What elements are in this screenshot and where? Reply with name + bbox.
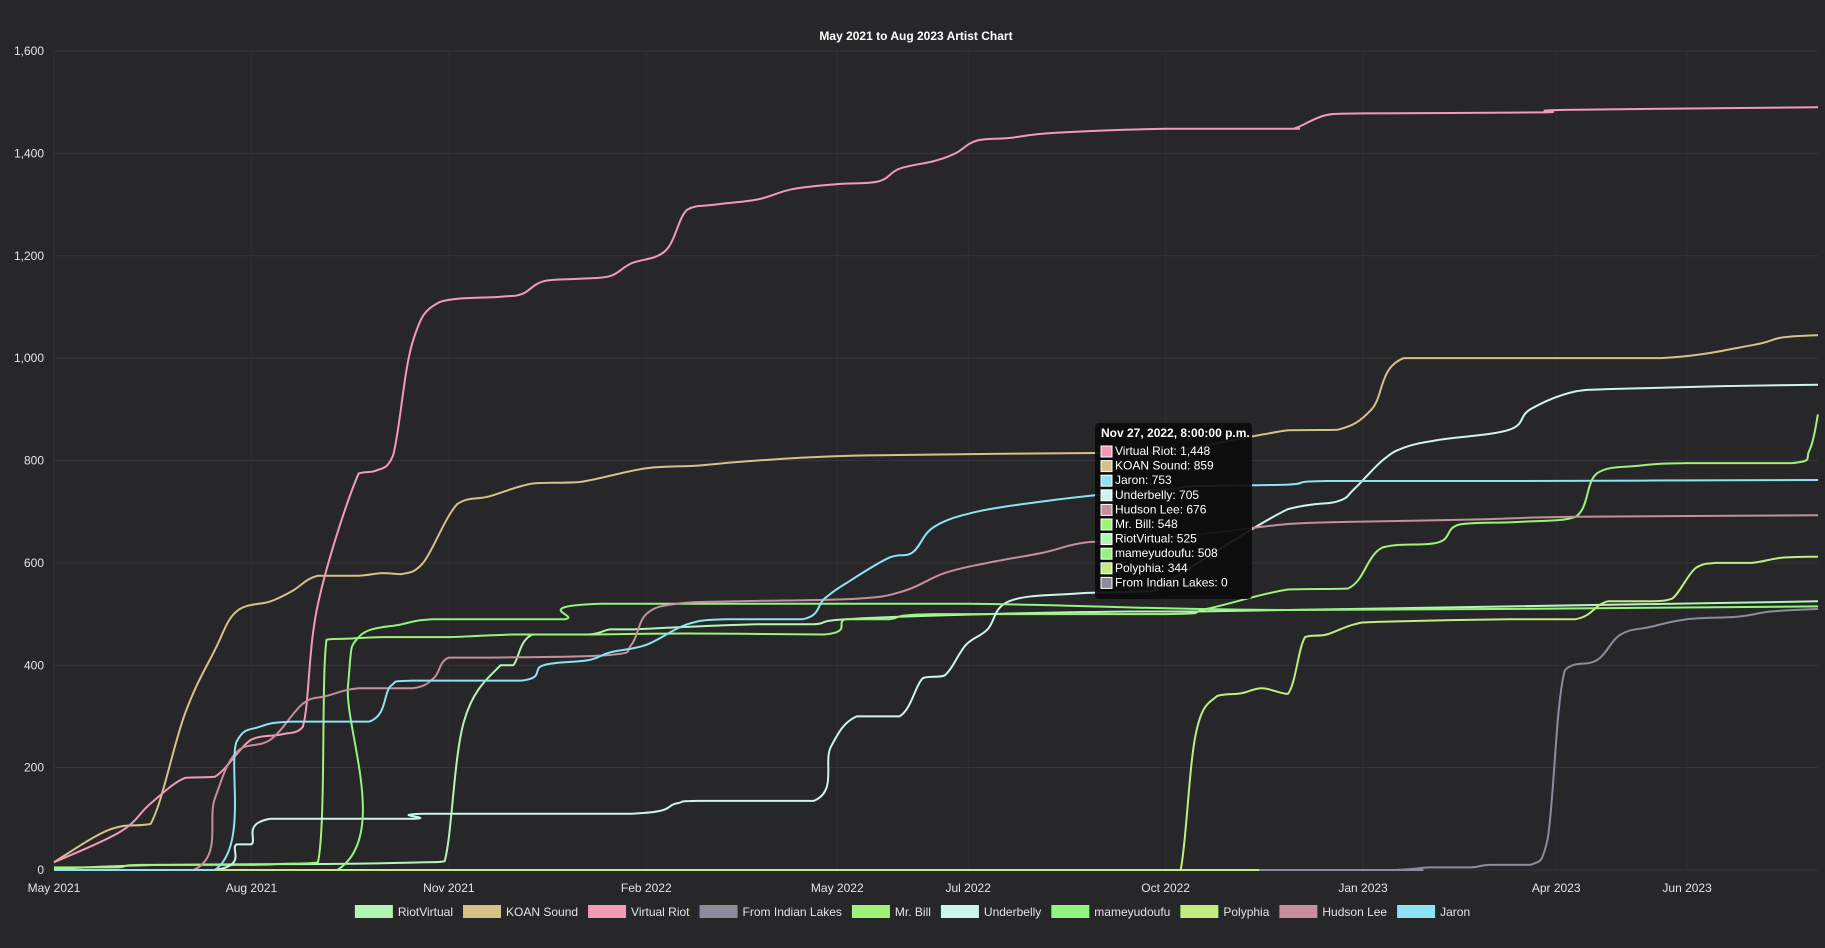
tooltip-item: From Indian Lakes: 0	[1115, 575, 1228, 589]
legend-swatch	[699, 905, 738, 918]
legend-item[interactable]: RiotVirtual	[354, 905, 453, 919]
tooltip-swatch	[1100, 562, 1113, 575]
legend-swatch	[463, 905, 502, 918]
y-tick-label: 400	[24, 658, 44, 672]
tooltip-swatch	[1100, 547, 1113, 560]
y-tick-label: 200	[24, 761, 44, 775]
legend-item[interactable]: Polyphia	[1180, 905, 1270, 919]
tooltip-swatch	[1100, 576, 1113, 589]
legend-swatch	[1397, 905, 1436, 918]
y-tick-label: 1,200	[14, 249, 44, 263]
x-axis: May 2021 Aug 2021 Nov 2021 Feb 2022 May 2022…	[28, 881, 1712, 895]
y-tick-label: 1,400	[14, 146, 44, 160]
legend-label: Mr. Bill	[895, 905, 931, 919]
tooltip-swatch	[1100, 503, 1113, 516]
tooltip-item: Hudson Lee: 676	[1115, 502, 1207, 516]
tooltip-swatch	[1100, 474, 1113, 487]
tooltip: Nov 27, 2022, 8:00:00 p.m. Virtual Riot: …	[1095, 423, 1252, 599]
legend-swatch	[588, 905, 627, 918]
legend-label: Underbelly	[984, 905, 1041, 919]
legend-label: Jaron	[1440, 905, 1470, 919]
tooltip-item: mameyudoufu: 508	[1115, 546, 1218, 560]
x-tick-label: Jun 2023	[1662, 881, 1712, 895]
legend-swatch	[851, 905, 890, 918]
x-tick-label: Oct 2022	[1141, 881, 1190, 895]
legend-item[interactable]: KOAN Sound	[463, 905, 578, 919]
tooltip-swatch	[1100, 489, 1113, 502]
legend-item[interactable]: From Indian Lakes	[699, 905, 842, 919]
tooltip-swatch	[1100, 460, 1113, 473]
y-tick-label: 0	[37, 863, 44, 877]
x-tick-label: Aug 2021	[226, 881, 278, 895]
y-tick-label: 1,600	[14, 44, 44, 58]
legend-label: KOAN Sound	[506, 905, 578, 919]
chart-title: May 2021 to Aug 2023 Artist Chart	[819, 29, 1012, 43]
series-line-mr-bill[interactable]	[54, 414, 1819, 869]
legend-label: Virtual Riot	[631, 905, 690, 919]
series-line-hudson-lee[interactable]	[54, 514, 1819, 872]
legend-item[interactable]: mameyudoufu	[1051, 905, 1170, 919]
legend-item[interactable]: Jaron	[1397, 905, 1470, 919]
legend-label: From Indian Lakes	[743, 905, 842, 919]
x-tick-label: May 2022	[811, 881, 864, 895]
x-tick-label: May 2021	[28, 881, 81, 895]
x-tick-label: Nov 2021	[423, 881, 475, 895]
legend-label: RiotVirtual	[398, 905, 453, 919]
tooltip-swatch	[1100, 533, 1113, 546]
series-line-mameyudoufu[interactable]	[54, 602, 1819, 872]
legend-item[interactable]: Underbelly	[940, 905, 1041, 919]
tooltip-item: Polyphia: 344	[1115, 561, 1188, 575]
series-line-jaron[interactable]	[54, 479, 1819, 872]
legend-swatch	[1279, 905, 1318, 918]
x-tick-label: Jul 2022	[946, 881, 992, 895]
legend-label: Hudson Lee	[1322, 905, 1387, 919]
tooltip-box	[1095, 423, 1252, 599]
series-line-koan-sound[interactable]	[53, 334, 1819, 864]
tooltip-title: Nov 27, 2022, 8:00:00 p.m.	[1101, 426, 1250, 440]
y-tick-label: 1,000	[14, 351, 44, 365]
tooltip-item: Virtual Riot: 1,448	[1115, 444, 1210, 458]
legend-label: mameyudoufu	[1094, 905, 1170, 919]
legend-swatch	[1051, 905, 1090, 918]
series-line-underbelly[interactable]	[54, 383, 1819, 872]
legend-swatch	[1180, 905, 1219, 918]
x-tick-label: Apr 2023	[1532, 881, 1581, 895]
grid	[53, 50, 1818, 871]
series-lines	[53, 106, 1819, 872]
tooltip-item: Underbelly: 705	[1115, 488, 1199, 502]
y-tick-label: 600	[24, 556, 44, 570]
x-tick-label: Jan 2023	[1338, 881, 1388, 895]
legend-item[interactable]: Mr. Bill	[851, 905, 931, 919]
legend-label: Polyphia	[1223, 905, 1269, 919]
legend: RiotVirtual KOAN Sound Virtual Riot From In…	[354, 905, 1470, 919]
y-axis: 0 200 400 600 800 1,000 1,200 1,400 1,600	[14, 44, 44, 877]
series-line-riotvirtual[interactable]	[53, 600, 1819, 870]
tooltip-item: RiotVirtual: 525	[1115, 532, 1197, 546]
tooltip-item: Jaron: 753	[1115, 473, 1172, 487]
legend-item[interactable]: Hudson Lee	[1279, 905, 1387, 919]
legend-swatch	[354, 905, 393, 918]
series-line-virtual-riot[interactable]	[53, 106, 1819, 864]
tooltip-swatch	[1100, 445, 1113, 458]
tooltip-swatch	[1100, 518, 1113, 531]
legend-item[interactable]: Virtual Riot	[588, 905, 690, 919]
y-tick-label: 800	[24, 454, 44, 468]
tooltip-item: Mr. Bill: 548	[1115, 517, 1178, 531]
series-line-from-indian-lakes[interactable]	[54, 607, 1819, 872]
x-tick-label: Feb 2022	[621, 881, 672, 895]
series-line-polyphia[interactable]	[54, 555, 1819, 872]
tooltip-item: KOAN Sound: 859	[1115, 459, 1214, 473]
legend-swatch	[940, 905, 979, 918]
